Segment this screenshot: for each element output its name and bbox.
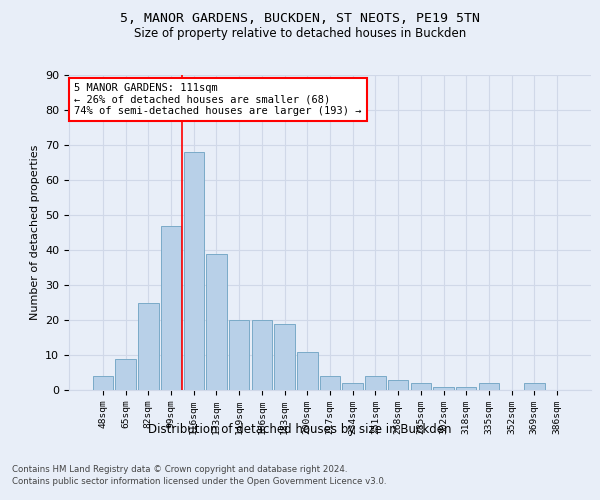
Bar: [433, 386, 454, 390]
Bar: [365, 376, 386, 390]
Bar: [138, 302, 158, 390]
Text: 5 MANOR GARDENS: 111sqm
← 26% of detached houses are smaller (68)
74% of semi-de: 5 MANOR GARDENS: 111sqm ← 26% of detache…: [74, 83, 362, 116]
Text: 5, MANOR GARDENS, BUCKDEN, ST NEOTS, PE19 5TN: 5, MANOR GARDENS, BUCKDEN, ST NEOTS, PE1…: [120, 12, 480, 26]
Bar: [343, 383, 363, 390]
Bar: [388, 380, 409, 390]
Bar: [274, 324, 295, 390]
Bar: [297, 352, 317, 390]
Bar: [229, 320, 250, 390]
Bar: [251, 320, 272, 390]
Text: Contains public sector information licensed under the Open Government Licence v3: Contains public sector information licen…: [12, 478, 386, 486]
Bar: [320, 376, 340, 390]
Y-axis label: Number of detached properties: Number of detached properties: [29, 145, 40, 320]
Bar: [479, 383, 499, 390]
Bar: [161, 226, 181, 390]
Text: Distribution of detached houses by size in Buckden: Distribution of detached houses by size …: [148, 422, 452, 436]
Bar: [410, 383, 431, 390]
Text: Size of property relative to detached houses in Buckden: Size of property relative to detached ho…: [134, 28, 466, 40]
Bar: [524, 383, 545, 390]
Bar: [93, 376, 113, 390]
Text: Contains HM Land Registry data © Crown copyright and database right 2024.: Contains HM Land Registry data © Crown c…: [12, 465, 347, 474]
Bar: [206, 254, 227, 390]
Bar: [115, 358, 136, 390]
Bar: [184, 152, 204, 390]
Bar: [456, 386, 476, 390]
